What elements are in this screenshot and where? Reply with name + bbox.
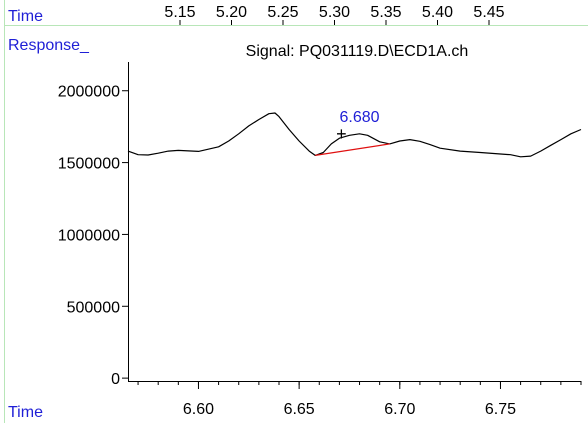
x-tick-label: 6.70: [384, 401, 415, 418]
x-tick-label: 6.75: [485, 401, 516, 418]
peak-retention-label: 6.680: [340, 109, 380, 126]
top-ruler-tick-label: 5.15: [164, 4, 195, 21]
top-ruler-tick-label: 5.45: [473, 4, 504, 21]
peak-apex-marker: +: [336, 124, 347, 144]
top-ruler-tick-label: 5.20: [216, 4, 247, 21]
x-tick-label: 6.65: [284, 401, 315, 418]
x-tick-label: 6.60: [183, 401, 214, 418]
series-layer: [127, 112, 582, 158]
top-ruler-tick-label: 5.30: [319, 4, 350, 21]
y-tick-label: 1500000: [58, 156, 120, 173]
top-ruler-tick-label: 5.25: [267, 4, 298, 21]
y-tick-label: 500000: [67, 299, 120, 316]
top-ruler-tick-label: 5.35: [370, 4, 401, 21]
y-tick-label: 0: [111, 371, 120, 388]
x-axis: 6.60 6.65 6.70 6.75: [137, 381, 582, 418]
top-ruler-tick-label: 5.40: [422, 4, 453, 21]
response-label: Response_: [8, 37, 90, 54]
annotations-layer: 6.680+: [315, 109, 390, 156]
top-time-label: Time: [8, 8, 43, 25]
y-axis: 0 500000 1000000 1500000 2000000: [58, 84, 128, 388]
signal-title: Signal: PQ031119.D\ECD1A.ch: [246, 43, 469, 60]
signal-trace: [127, 112, 582, 158]
peak-baseline: [315, 143, 390, 156]
top-ruler-ticks: 5.15 5.20 5.25 5.30 5.35 5.40 5.45: [164, 4, 505, 25]
bottom-time-label: Time: [8, 404, 43, 421]
y-tick-label: 2000000: [58, 84, 120, 101]
y-tick-label: 1000000: [58, 227, 120, 244]
